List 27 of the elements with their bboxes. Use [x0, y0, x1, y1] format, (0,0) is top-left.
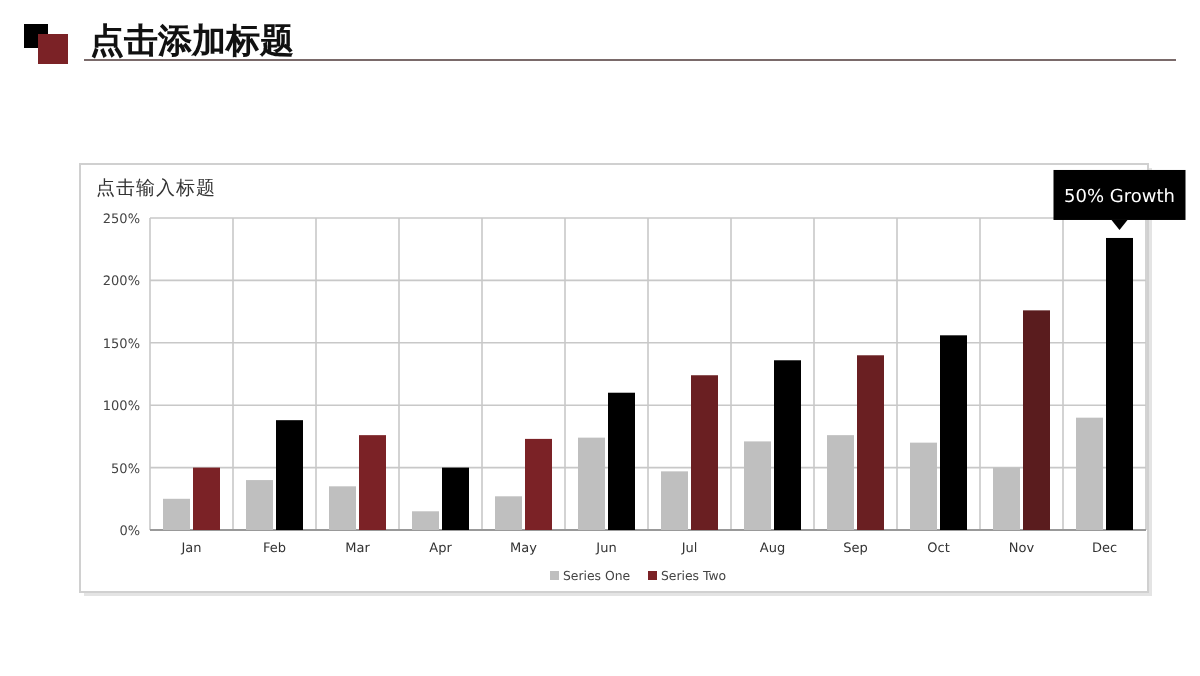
bar [1023, 310, 1050, 530]
bar [691, 375, 718, 530]
annotation: 50% Growth [1064, 187, 1175, 208]
bar [1106, 237, 1133, 530]
bar [442, 467, 469, 530]
bar [525, 438, 552, 530]
bar [412, 511, 439, 530]
bar [744, 441, 771, 530]
chart-title: 点击添加标题 [90, 22, 294, 62]
bar [774, 360, 801, 530]
bar [661, 471, 688, 530]
bar [1076, 417, 1103, 530]
bar [578, 437, 605, 530]
bar [495, 496, 522, 530]
bar [276, 420, 303, 530]
bar [940, 335, 967, 530]
bar [827, 435, 854, 530]
bar [329, 486, 356, 530]
bar [608, 392, 635, 530]
bar [246, 480, 273, 530]
bar [193, 467, 220, 530]
bar [993, 467, 1020, 530]
bar [163, 498, 190, 530]
bar [359, 435, 386, 530]
chart-subtitle: 点击输入标题 [96, 176, 216, 200]
bar [857, 355, 884, 530]
bar [910, 442, 937, 530]
